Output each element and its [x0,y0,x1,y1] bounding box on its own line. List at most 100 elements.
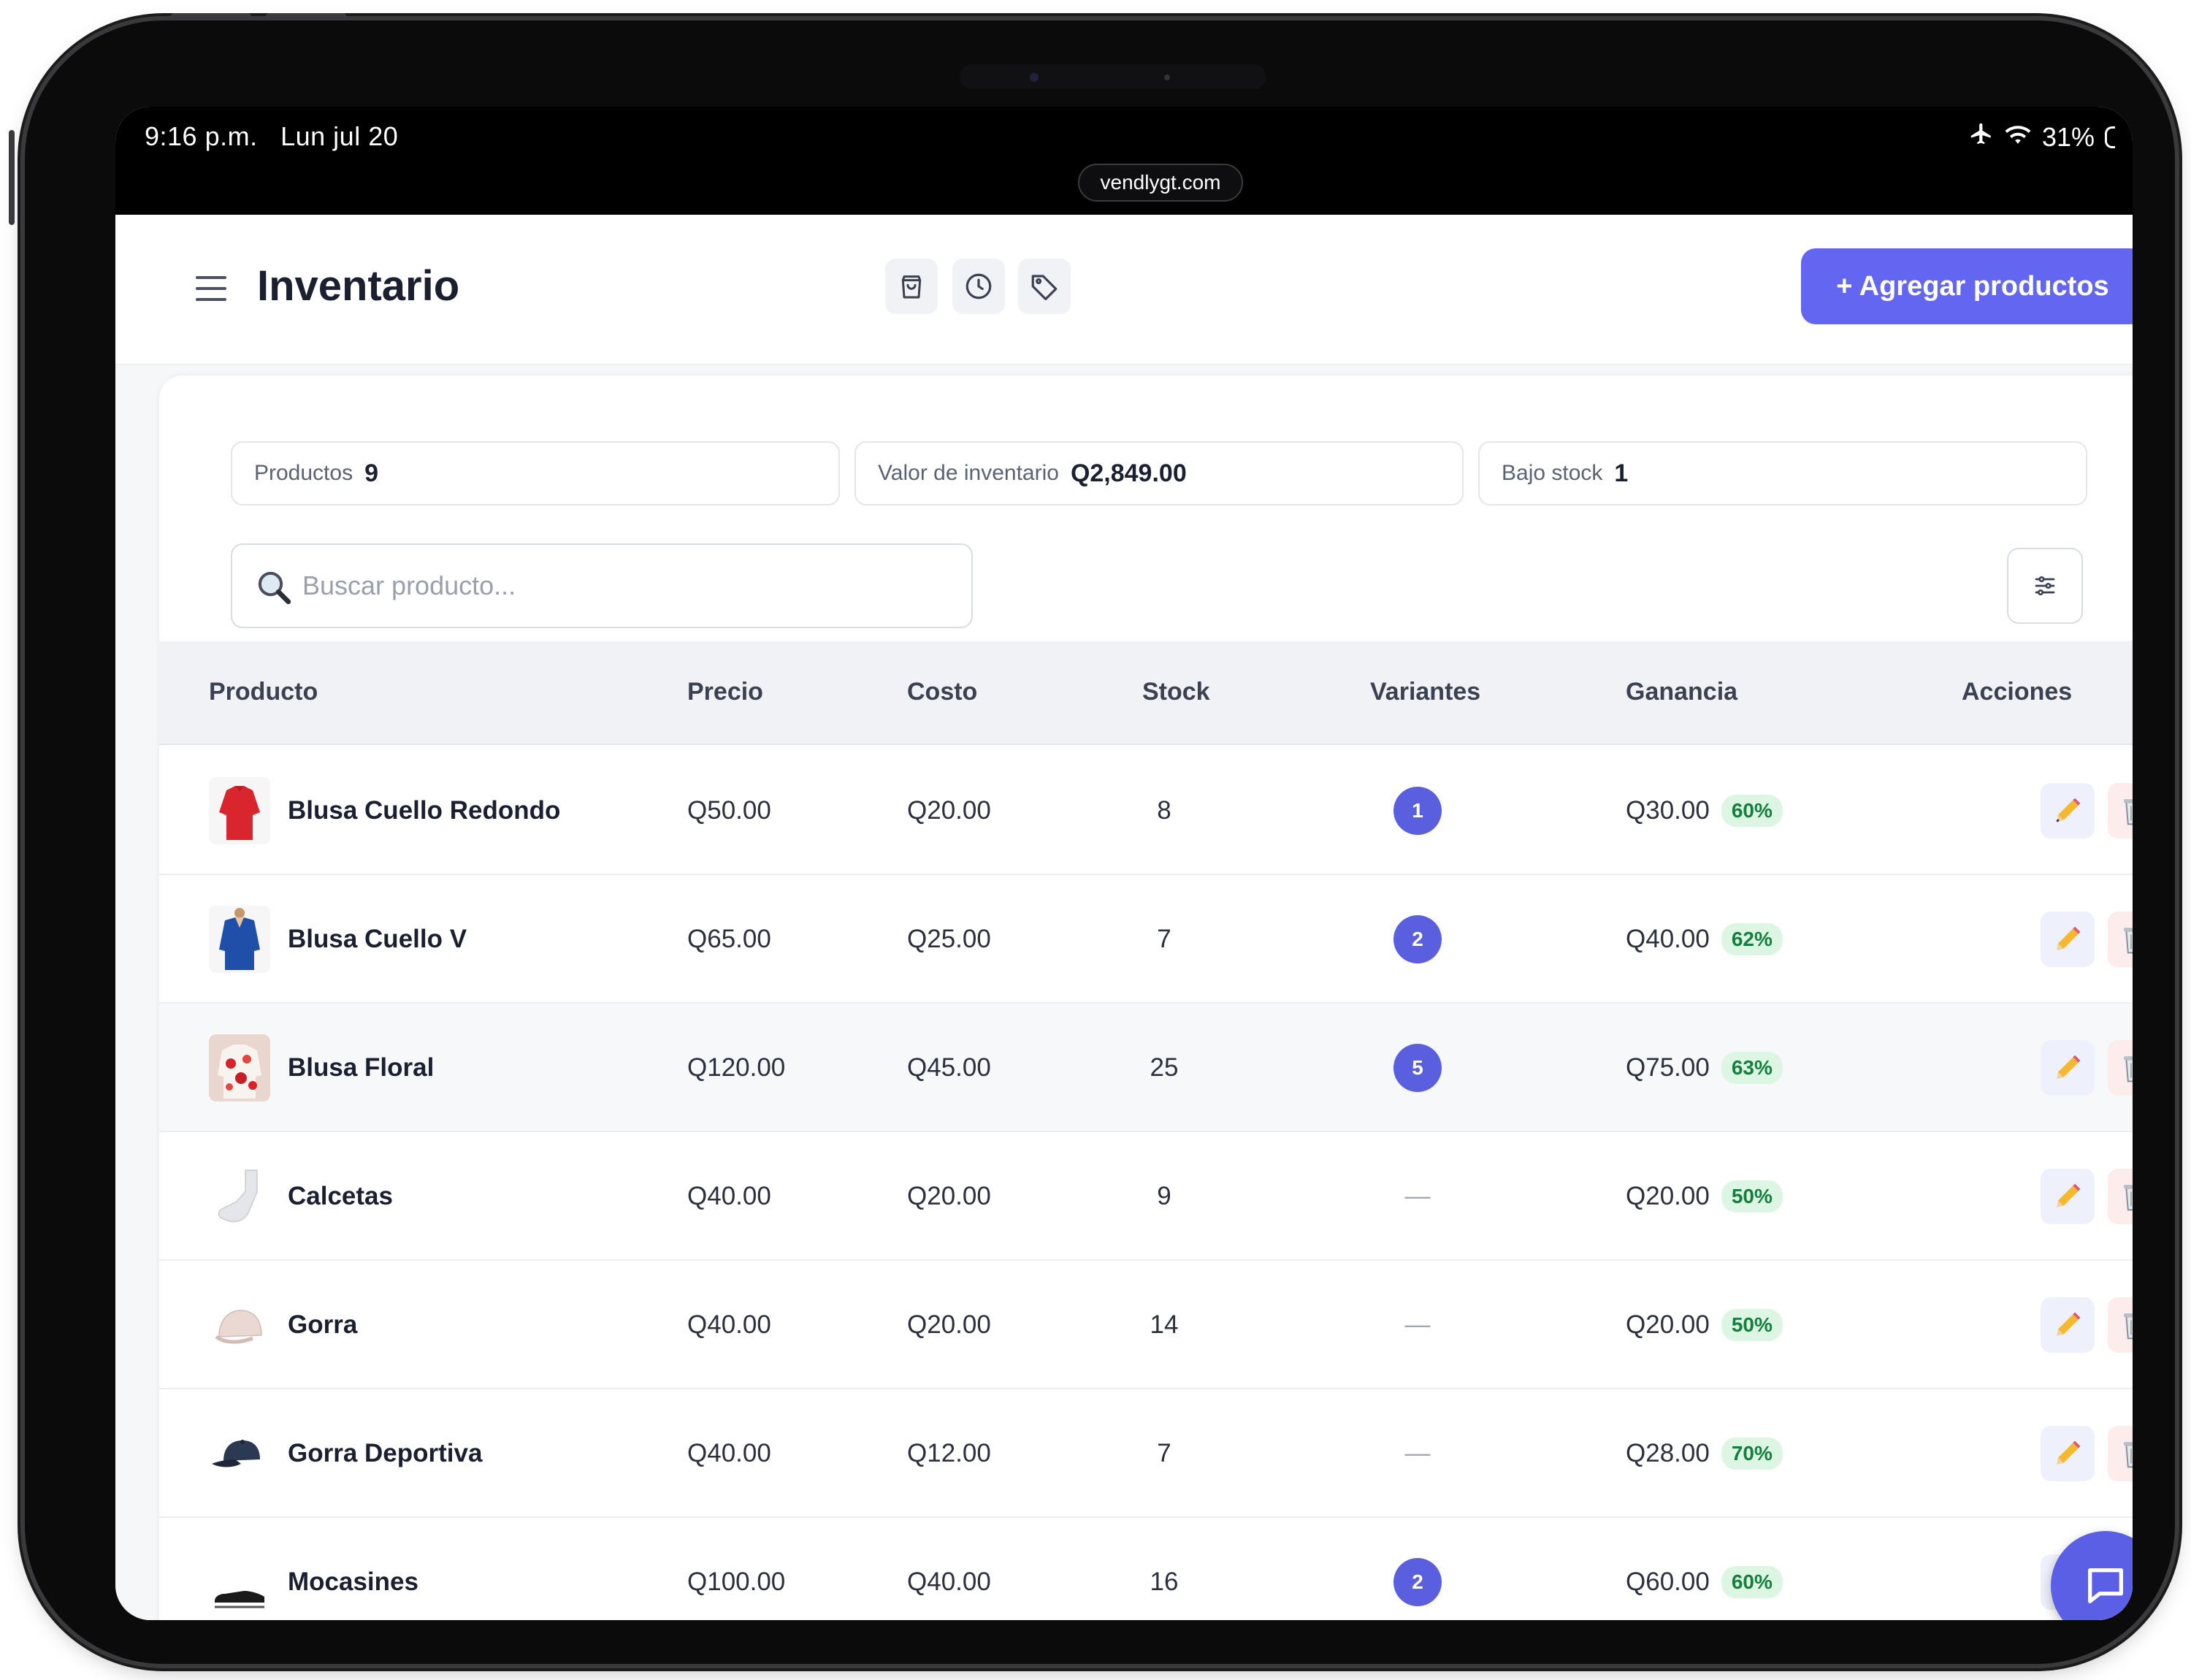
profit-value: Q28.00 [1626,1439,1710,1467]
pencil-icon [2057,1055,2081,1079]
camera-icon [1030,73,1039,82]
column-actions: Acciones [1962,678,2073,706]
tags-button[interactable] [1018,259,1071,314]
profit-value: Q20.00 [1626,1182,1710,1210]
product-name: Blusa Cuello V [288,925,467,953]
table-row[interactable]: Blusa Cuello V Q65.00 Q25.00 7 2 Q40.00 6… [159,875,2133,1004]
url-text: vendlygt.com [1100,171,1221,194]
clock-text: 9:16 p.m. [145,121,258,151]
product-stock: 16 [1150,1568,1179,1596]
edit-button[interactable] [2041,783,2095,839]
delete-button[interactable] [2108,1426,2133,1481]
profit-value: Q40.00 [1626,925,1710,953]
product-thumbnail [209,1549,270,1616]
column-price[interactable]: Precio [687,678,763,706]
product-cost: Q20.00 [907,1310,991,1339]
shopping-bag-icon [901,275,922,299]
edit-button[interactable] [2041,1297,2095,1353]
product-name: Gorra Deportiva [288,1439,483,1467]
tag-icon [1031,275,1058,301]
pencil-icon [2057,1183,2081,1207]
product-price: Q40.00 [687,1182,771,1210]
delete-button[interactable] [2108,783,2133,839]
variants-badge[interactable]: 1 [1393,787,1442,835]
add-products-button[interactable]: + Agregar productos [1801,248,2133,324]
profit-cell: Q28.00 70% [1626,1389,1783,1518]
product-stock: 25 [1150,1053,1179,1082]
product-stock: 7 [1157,925,1171,953]
airplane-icon [1969,121,1994,153]
column-cost[interactable]: Costo [907,678,978,706]
profit-cell: Q75.00 63% [1626,1004,1783,1132]
table-row[interactable]: Gorra Q40.00 Q20.00 14 — Q20.00 50% [159,1261,2133,1389]
main-content: Productos 9 Valor de inventario Q2,849.0… [115,365,2133,1620]
trash-icon [2124,1185,2133,1211]
product-stock: 7 [1157,1439,1171,1467]
variants-badge[interactable]: 2 [1393,1558,1442,1606]
variants-badge[interactable]: 5 [1393,1044,1442,1092]
trash-icon [2124,1313,2133,1340]
delete-button[interactable] [2108,1040,2133,1096]
column-product[interactable]: Producto [209,678,318,706]
hamburger-menu-icon[interactable] [196,276,226,302]
product-cost: Q20.00 [907,796,991,825]
edit-button[interactable] [2041,1040,2095,1096]
history-button[interactable] [952,259,1005,314]
pencil-icon [2057,926,2081,950]
variants-badge[interactable]: 2 [1393,915,1442,963]
stat-low-stock-label: Bajo stock [1502,461,1603,485]
product-price: Q40.00 [687,1439,771,1467]
margin-badge: 63% [1721,1052,1783,1084]
variants-cell: 1 [1393,747,1442,875]
table-row[interactable]: Blusa Cuello Redondo Q50.00 Q20.00 8 1 Q… [159,747,2133,875]
product-cost: Q25.00 [907,925,991,953]
variants-cell: 2 [1393,875,1442,1004]
product-stock: 14 [1150,1310,1179,1339]
url-bar[interactable]: vendlygt.com [1078,164,1243,202]
margin-badge: 70% [1721,1437,1783,1470]
sliders-icon [2035,576,2055,596]
variants-cell: — [1393,1261,1442,1389]
product-thumbnail [209,1163,270,1230]
variants-cell: — [1393,1389,1442,1518]
stat-low-stock: Bajo stock 1 [1478,441,2087,505]
profit-value: Q75.00 [1626,1053,1710,1082]
edit-button[interactable] [2041,912,2095,967]
camera-bar [960,64,1266,89]
trash-icon [2124,1056,2133,1083]
pencil-icon [2057,1312,2081,1336]
product-name: Blusa Floral [288,1053,435,1082]
column-stock[interactable]: Stock [1142,678,1210,706]
product-price: Q50.00 [687,796,771,825]
search-input[interactable] [302,570,930,601]
column-variants[interactable]: Variantes [1370,678,1481,706]
table-row[interactable]: Gorra Deportiva Q40.00 Q12.00 7 — Q28.00… [159,1389,2133,1518]
status-time: 9:16 p.m. Lun jul 20 [145,121,398,152]
product-stock: 9 [1157,1182,1171,1210]
product-name: Blusa Cuello Redondo [288,796,561,825]
margin-badge: 60% [1721,1566,1783,1598]
filter-button[interactable] [2007,548,2083,624]
search-box [231,543,973,628]
edit-button[interactable] [2041,1426,2095,1481]
delete-button[interactable] [2108,1169,2133,1224]
stat-products-label: Productos [254,461,353,485]
battery-percentage: 31% [2041,121,2095,152]
product-name: Gorra [288,1310,358,1339]
table-row[interactable]: Calcetas Q40.00 Q20.00 9 — Q20.00 50% [159,1132,2133,1261]
orders-button[interactable] [885,259,938,314]
delete-button[interactable] [2108,1297,2133,1353]
table-row[interactable]: Mocasines Q100.00 Q40.00 16 2 Q60.00 60% [159,1518,2133,1620]
edit-button[interactable] [2041,1169,2095,1224]
pencil-icon [2056,798,2081,822]
column-profit[interactable]: Ganancia [1626,678,1738,706]
product-price: Q65.00 [687,925,771,953]
table-row[interactable]: Blusa Floral Q120.00 Q45.00 25 5 Q75.00 6… [159,1004,2133,1132]
product-thumbnail [209,1034,270,1101]
screen: 9:16 p.m. Lun jul 20 31% vendlygt.com In… [115,107,2133,1620]
product-cost: Q20.00 [907,1182,991,1210]
search-icon [254,567,294,611]
sensor-icon [1164,75,1170,80]
margin-badge: 50% [1721,1309,1783,1341]
delete-button[interactable] [2108,912,2133,967]
